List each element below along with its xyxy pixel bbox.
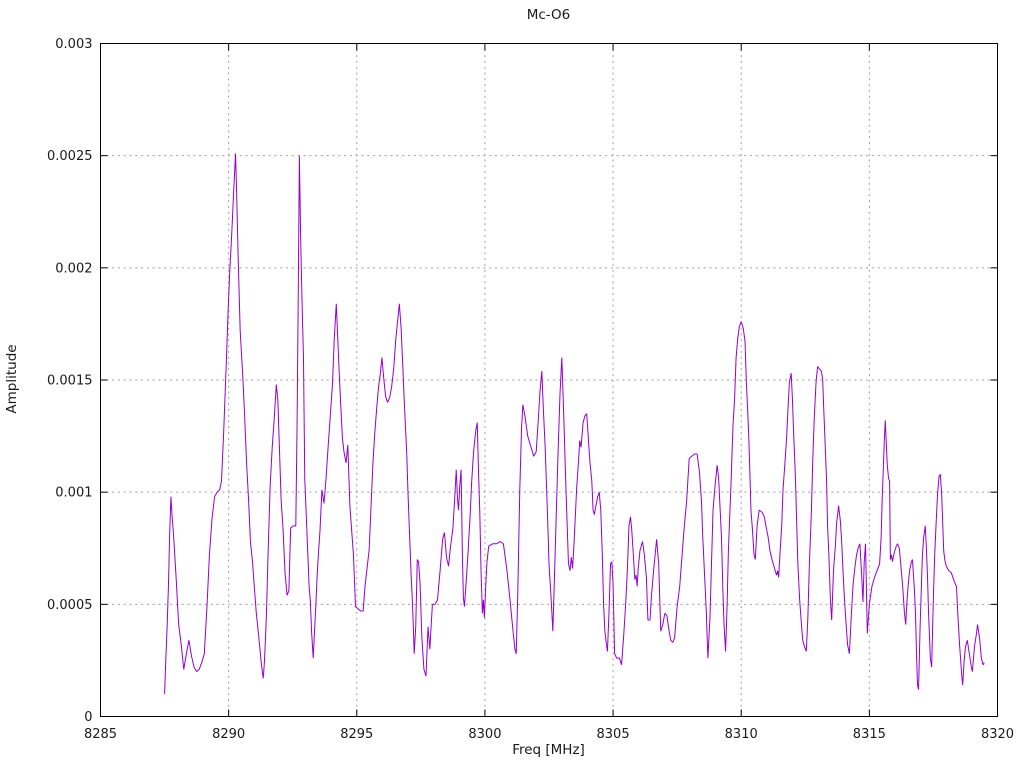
x-tick-label: 8320: [981, 727, 1014, 742]
y-tick-label: 0.003: [55, 37, 92, 52]
y-tick-label: 0: [84, 710, 92, 725]
x-tick-label: 8295: [340, 727, 373, 742]
y-tick-label: 0.002: [55, 261, 92, 276]
x-tick-label: 8285: [84, 727, 117, 742]
x-tick-label: 8310: [725, 727, 758, 742]
y-tick-label: 0.0005: [47, 598, 93, 613]
chart-title: Mc-O6: [526, 7, 571, 23]
x-tick-label: 8290: [212, 727, 245, 742]
amplitude-trace: [164, 153, 985, 695]
x-tick-label: 8305: [597, 727, 630, 742]
y-axis-label: Amplitude: [4, 344, 20, 414]
x-axis-label: Freq [MHz]: [512, 742, 585, 758]
x-tick-label: 8300: [468, 727, 501, 742]
y-tick-label: 0.0025: [47, 149, 93, 164]
x-tick-label: 8315: [853, 727, 886, 742]
y-tick-label: 0.001: [55, 486, 92, 501]
y-tick-label: 0.0015: [47, 374, 93, 389]
